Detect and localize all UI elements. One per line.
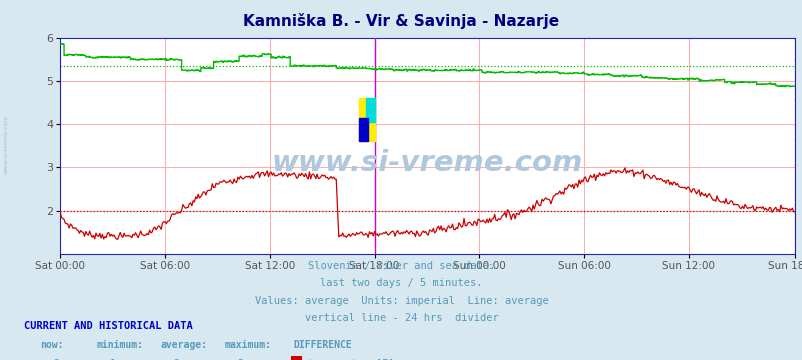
- Bar: [358, 118, 367, 141]
- Text: Values: average  Units: imperial  Line: average: Values: average Units: imperial Line: av…: [254, 296, 548, 306]
- Text: now:: now:: [40, 340, 63, 350]
- Text: 1: 1: [109, 359, 115, 360]
- Bar: [358, 98, 375, 141]
- Text: www.si-vreme.com: www.si-vreme.com: [4, 114, 9, 174]
- Text: 2: 2: [173, 359, 180, 360]
- Text: temperature[F]: temperature[F]: [307, 359, 395, 360]
- Text: 2: 2: [53, 359, 59, 360]
- Text: maximum:: maximum:: [225, 340, 272, 350]
- Text: www.si-vreme.com: www.si-vreme.com: [272, 149, 582, 177]
- Text: minimum:: minimum:: [96, 340, 144, 350]
- Text: last two days / 5 minutes.: last two days / 5 minutes.: [320, 278, 482, 288]
- Text: vertical line - 24 hrs  divider: vertical line - 24 hrs divider: [304, 313, 498, 323]
- Text: DIFFERENCE: DIFFERENCE: [293, 340, 351, 350]
- Text: 3: 3: [237, 359, 244, 360]
- Text: CURRENT AND HISTORICAL DATA: CURRENT AND HISTORICAL DATA: [24, 321, 192, 332]
- Bar: [366, 98, 375, 122]
- Text: Slovenia / river and sea data.: Slovenia / river and sea data.: [307, 261, 495, 271]
- Text: Kamniška B. - Vir & Savinja - Nazarje: Kamniška B. - Vir & Savinja - Nazarje: [243, 13, 559, 28]
- Text: average:: average:: [160, 340, 208, 350]
